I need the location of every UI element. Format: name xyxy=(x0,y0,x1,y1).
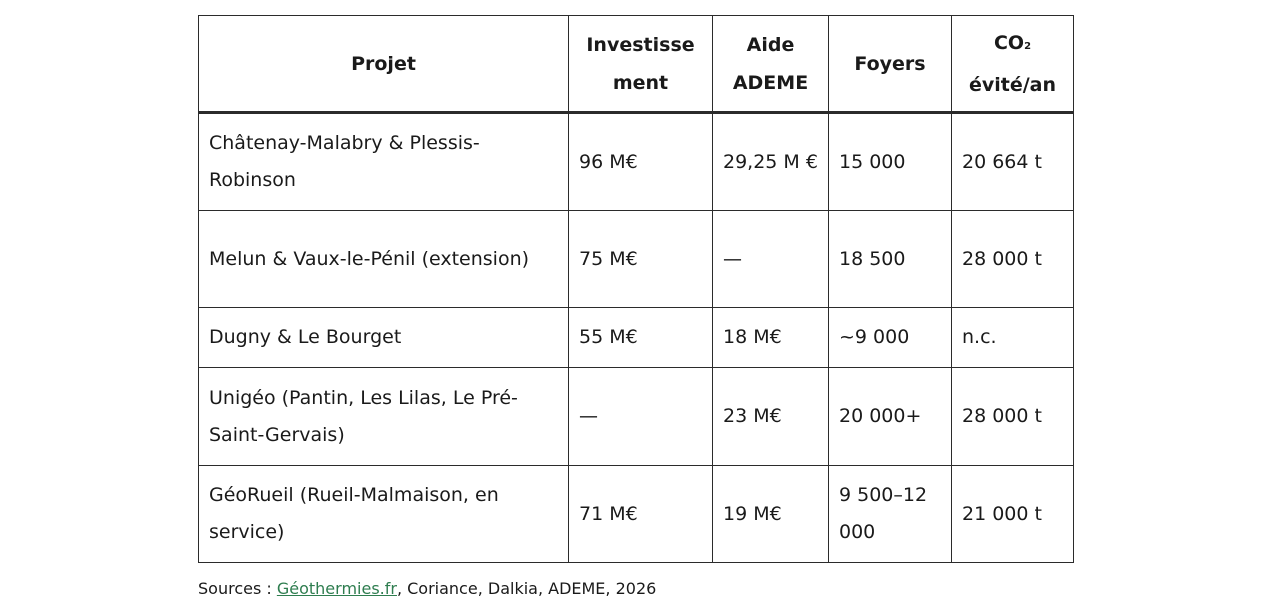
cell-investment: 75 M€ xyxy=(568,210,713,308)
projects-table: Projet Investisse ment Aide ADEME Foyers… xyxy=(198,15,1074,563)
cell-project: Unigéo (Pantin, Les Lilas, Le Pré-Saint-… xyxy=(198,367,569,466)
cell-investment: — xyxy=(568,367,713,466)
cell-households: 20 000+ xyxy=(828,367,952,466)
cell-co2: 28 000 t xyxy=(951,210,1074,308)
header-investment-line2: ment xyxy=(612,71,669,94)
header-co2-main: CO xyxy=(993,31,1025,54)
header-aid-line1: Aide xyxy=(746,33,795,56)
table-row: GéoRueil (Rueil-Malmaison, en service) 7… xyxy=(198,465,1074,563)
header-co2-subscript: 2 xyxy=(1024,40,1032,52)
cell-project: Dugny & Le Bourget xyxy=(198,307,569,368)
cell-co2: 20 664 t xyxy=(951,112,1074,211)
cell-aid: 19 M€ xyxy=(712,465,829,563)
sources-note: Sources : Géothermies.fr, Coriance, Dalk… xyxy=(198,578,656,600)
cell-co2: 21 000 t xyxy=(951,465,1074,563)
table-row: Châtenay-Malabry & Plessis-Robinson 96 M… xyxy=(198,112,1074,211)
header-co2: CO2 évité/an xyxy=(951,15,1074,114)
cell-project: Châtenay-Malabry & Plessis-Robinson xyxy=(198,112,569,211)
header-aid-line2: ADEME xyxy=(732,71,809,94)
cell-co2: n.c. xyxy=(951,307,1074,368)
source-link-geothermies[interactable]: Géothermies.fr xyxy=(276,579,397,598)
header-co2-line2: évité/an xyxy=(968,73,1057,96)
cell-households: 9 500–12 000 xyxy=(828,465,952,563)
cell-project: Melun & Vaux-le-Pénil (extension) xyxy=(198,210,569,308)
cell-aid: — xyxy=(712,210,829,308)
cell-project: GéoRueil (Rueil-Malmaison, en service) xyxy=(198,465,569,563)
table-row: Melun & Vaux-le-Pénil (extension) 75 M€ … xyxy=(198,210,1074,308)
cell-investment: 71 M€ xyxy=(568,465,713,563)
header-households-label: Foyers xyxy=(854,52,926,75)
cell-co2: 28 000 t xyxy=(951,367,1074,466)
cell-aid: 23 M€ xyxy=(712,367,829,466)
cell-aid: 29,25 M € xyxy=(712,112,829,211)
cell-investment: 96 M€ xyxy=(568,112,713,211)
projects-table-container: Projet Investisse ment Aide ADEME Foyers… xyxy=(198,15,1074,563)
cell-households: 18 500 xyxy=(828,210,952,308)
cell-aid: 18 M€ xyxy=(712,307,829,368)
header-project-label: Projet xyxy=(351,52,416,75)
sources-suffix: , Coriance, Dalkia, ADEME, 2026 xyxy=(396,579,657,598)
header-project: Projet xyxy=(198,15,569,114)
table-header-row: Projet Investisse ment Aide ADEME Foyers… xyxy=(198,15,1074,114)
header-households: Foyers xyxy=(828,15,952,114)
cell-households: ~9 000 xyxy=(828,307,952,368)
table-row: Dugny & Le Bourget 55 M€ 18 M€ ~9 000 n.… xyxy=(198,307,1074,368)
header-aid: Aide ADEME xyxy=(712,15,829,114)
header-investment: Investisse ment xyxy=(568,15,713,114)
cell-households: 15 000 xyxy=(828,112,952,211)
sources-prefix: Sources : xyxy=(198,579,277,598)
table-row: Unigéo (Pantin, Les Lilas, Le Pré-Saint-… xyxy=(198,367,1074,466)
cell-investment: 55 M€ xyxy=(568,307,713,368)
header-investment-line1: Investisse xyxy=(586,33,695,56)
